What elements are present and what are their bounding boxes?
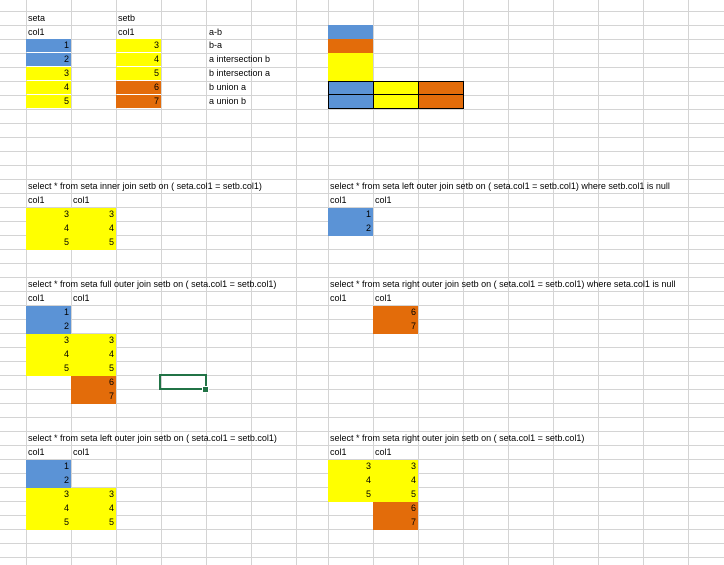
- query-result-header[interactable]: col1: [28, 293, 45, 303]
- query-result-cell[interactable]: 1: [26, 306, 71, 320]
- setb-value-cell[interactable]: 5: [116, 67, 161, 80]
- seta-title[interactable]: seta: [28, 13, 46, 23]
- query-result-cell[interactable]: 7: [373, 320, 418, 334]
- query-result-cell[interactable]: 4: [26, 222, 71, 236]
- query-result-cell[interactable]: [26, 390, 71, 404]
- legend-swatch-union-yellow[interactable]: [373, 94, 419, 109]
- legend-label[interactable]: a union b: [209, 96, 247, 106]
- query-result-cell[interactable]: [71, 306, 116, 320]
- query-result-header[interactable]: col1: [375, 195, 392, 205]
- query-result-cell[interactable]: 6: [71, 376, 116, 390]
- query-sql-text[interactable]: select * from seta right outer join setb…: [330, 433, 585, 443]
- legend-swatch-a-minus-b[interactable]: [328, 25, 373, 39]
- seta-value-cell[interactable]: 2: [26, 53, 71, 66]
- query-result-cell[interactable]: 3: [71, 334, 116, 348]
- query-result-cell[interactable]: [328, 320, 373, 334]
- legend-swatch-union-orange[interactable]: [418, 94, 464, 109]
- query-result-cell[interactable]: 3: [328, 460, 373, 474]
- query-result-cell[interactable]: [328, 306, 373, 320]
- query-result-cell[interactable]: 5: [328, 488, 373, 502]
- query-result-header[interactable]: col1: [28, 195, 45, 205]
- active-cell-selection[interactable]: [159, 374, 207, 390]
- query-result-header[interactable]: col1: [330, 293, 347, 303]
- seta-value-cell[interactable]: 3: [26, 67, 71, 80]
- legend-swatch-union-orange[interactable]: [418, 81, 464, 95]
- query-result-cell[interactable]: 2: [26, 320, 71, 334]
- query-result-header[interactable]: col1: [375, 447, 392, 457]
- query-result-cell[interactable]: [71, 474, 116, 488]
- query-result-cell[interactable]: 5: [71, 516, 116, 530]
- legend-label[interactable]: b union a: [209, 82, 247, 92]
- setb-value-cell[interactable]: 3: [116, 39, 161, 52]
- query-result-cell[interactable]: 3: [373, 460, 418, 474]
- query-result-header[interactable]: col1: [330, 447, 347, 457]
- query-result-cell[interactable]: 5: [71, 236, 116, 250]
- legend-swatch-b-minus-a[interactable]: [328, 39, 373, 53]
- fill-handle[interactable]: [202, 386, 209, 393]
- query-result-cell[interactable]: 4: [71, 348, 116, 362]
- setb-value-cell[interactable]: 7: [116, 95, 161, 108]
- query-result-cell[interactable]: 5: [71, 362, 116, 376]
- query-result-cell[interactable]: [328, 516, 373, 530]
- setb-header[interactable]: col1: [118, 27, 135, 37]
- query-result-header[interactable]: col1: [73, 293, 90, 303]
- query-result-cell[interactable]: 5: [26, 362, 71, 376]
- query-result-cell[interactable]: 6: [373, 306, 418, 320]
- seta-value-cell[interactable]: 1: [26, 39, 71, 52]
- query-result-cell[interactable]: [71, 460, 116, 474]
- query-result-cell[interactable]: [26, 376, 71, 390]
- query-result-cell[interactable]: 4: [26, 348, 71, 362]
- legend-label[interactable]: a intersection b: [209, 54, 271, 64]
- legend-label[interactable]: b-a: [209, 40, 223, 50]
- query-result-cell[interactable]: 3: [26, 488, 71, 502]
- query-sql-text[interactable]: select * from seta left outer join setb …: [330, 181, 670, 191]
- setb-title[interactable]: setb: [118, 13, 136, 23]
- query-result-cell[interactable]: 5: [26, 516, 71, 530]
- query-sql-text[interactable]: select * from seta inner join setb on ( …: [28, 181, 262, 191]
- legend-swatch-union-yellow[interactable]: [373, 81, 419, 95]
- query-result-cell[interactable]: [328, 502, 373, 516]
- query-result-cell[interactable]: 3: [26, 334, 71, 348]
- query-result-cell[interactable]: [71, 320, 116, 334]
- query-result-cell[interactable]: 3: [71, 208, 116, 222]
- query-result-cell[interactable]: 4: [26, 502, 71, 516]
- seta-value-cell[interactable]: 5: [26, 95, 71, 108]
- query-result-cell[interactable]: 7: [71, 390, 116, 404]
- query-result-cell[interactable]: 3: [26, 208, 71, 222]
- query-result-cell[interactable]: 3: [71, 488, 116, 502]
- query-result-cell[interactable]: 4: [373, 474, 418, 488]
- query-result-cell[interactable]: 4: [71, 502, 116, 516]
- query-result-header[interactable]: col1: [375, 293, 392, 303]
- seta-header[interactable]: col1: [28, 27, 45, 37]
- query-result-header[interactable]: col1: [73, 447, 90, 457]
- query-result-cell[interactable]: [373, 222, 418, 236]
- setb-value-cell[interactable]: 6: [116, 81, 161, 94]
- query-result-cell[interactable]: [373, 208, 418, 222]
- query-result-header[interactable]: col1: [28, 447, 45, 457]
- query-result-cell[interactable]: 1: [26, 460, 71, 474]
- query-result-cell[interactable]: 2: [328, 222, 373, 236]
- legend-label[interactable]: a-b: [209, 27, 223, 37]
- setb-value-cell[interactable]: 4: [116, 53, 161, 66]
- query-sql-text[interactable]: select * from seta right outer join setb…: [330, 279, 676, 289]
- query-result-cell[interactable]: 6: [373, 502, 418, 516]
- query-result-cell[interactable]: 4: [71, 222, 116, 236]
- seta-value-cell[interactable]: 4: [26, 81, 71, 94]
- legend-swatch-union-blue[interactable]: [328, 94, 374, 109]
- query-result-cell[interactable]: 5: [26, 236, 71, 250]
- query-result-cell[interactable]: 4: [328, 474, 373, 488]
- query-result-header[interactable]: col1: [330, 195, 347, 205]
- legend-label[interactable]: b intersection a: [209, 68, 271, 78]
- legend-swatch-intersection[interactable]: [328, 53, 373, 81]
- query-result-cell[interactable]: 5: [373, 488, 418, 502]
- query-result-cell[interactable]: 2: [26, 474, 71, 488]
- query-result-cell[interactable]: 1: [328, 208, 373, 222]
- query-result-cell[interactable]: 7: [373, 516, 418, 530]
- query-sql-text[interactable]: select * from seta full outer join setb …: [28, 279, 277, 289]
- query-sql-text[interactable]: select * from seta left outer join setb …: [28, 433, 277, 443]
- query-result-header[interactable]: col1: [73, 195, 90, 205]
- legend-swatch-union-blue[interactable]: [328, 81, 374, 95]
